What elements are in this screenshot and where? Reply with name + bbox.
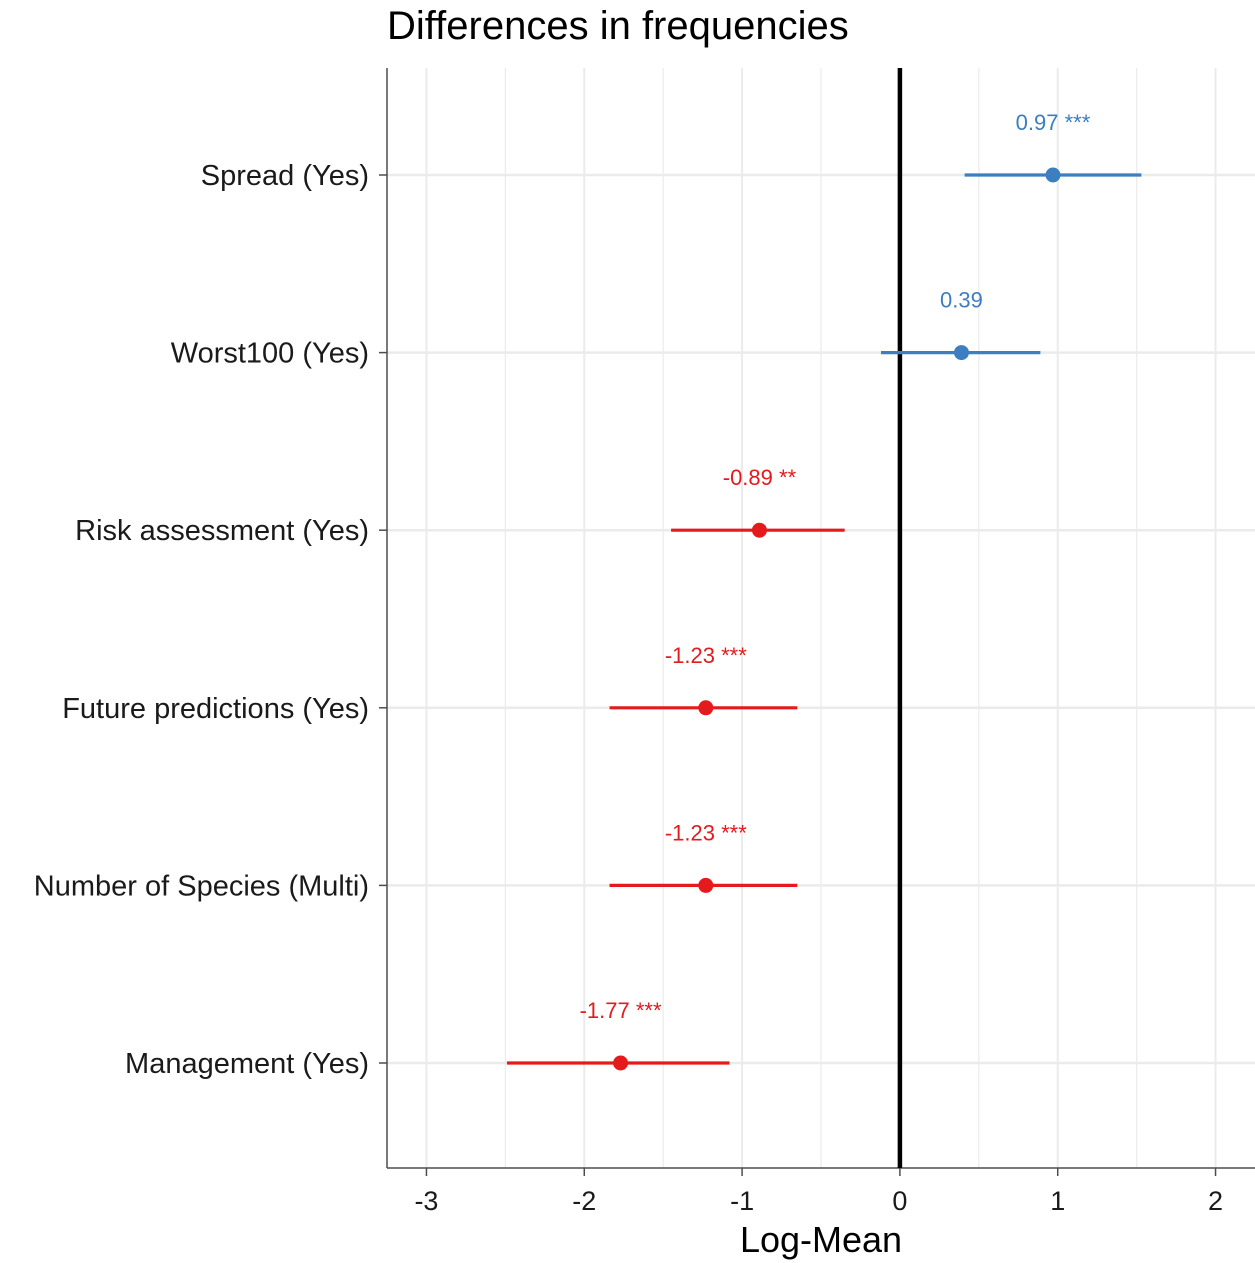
data-label: 0.97 *** <box>1016 110 1091 135</box>
x-tick-label: -3 <box>414 1186 438 1216</box>
grid-lines <box>387 68 1255 1168</box>
x-tick-label: 0 <box>892 1186 907 1216</box>
x-tick-label: 1 <box>1050 1186 1065 1216</box>
labels: 0.97 *** 0.39 -0.89 ** -1.23 *** -1.23 *** -1… <box>580 110 1091 1023</box>
data-label: 0.39 <box>940 288 983 313</box>
data-label: -0.89 ** <box>723 465 797 490</box>
point-estimate <box>751 522 767 538</box>
y-tick-label: Future predictions (Yes) <box>62 693 369 725</box>
x-axis-title: Log-Mean <box>740 1219 902 1260</box>
point-estimate <box>953 345 969 361</box>
data-label: -1.23 *** <box>665 820 747 845</box>
point-estimate <box>698 700 714 716</box>
y-tick-label: Worst100 (Yes) <box>171 338 369 370</box>
data-label: -1.77 *** <box>580 998 662 1023</box>
x-tick-label: -1 <box>730 1186 754 1216</box>
y-tick-label: Number of Species (Multi) <box>34 870 369 902</box>
data-label: -1.23 *** <box>665 643 747 668</box>
point-estimate <box>613 1055 629 1071</box>
x-tick-label: 2 <box>1208 1186 1223 1216</box>
chart-title: Differences in frequencies <box>387 4 849 48</box>
y-tick-label: Risk assessment (Yes) <box>75 515 369 547</box>
data-marks <box>506 68 1142 1168</box>
x-tick-label: -2 <box>572 1186 596 1216</box>
y-tick-label: Management (Yes) <box>125 1048 369 1080</box>
point-estimate <box>698 877 714 893</box>
point-estimate <box>1045 167 1061 183</box>
axes: -3 -2 -1 0 1 2 Spread (Yes) Worst100 (Yes) Risk … <box>34 68 1255 1216</box>
y-tick-label: Spread (Yes) <box>201 160 369 192</box>
